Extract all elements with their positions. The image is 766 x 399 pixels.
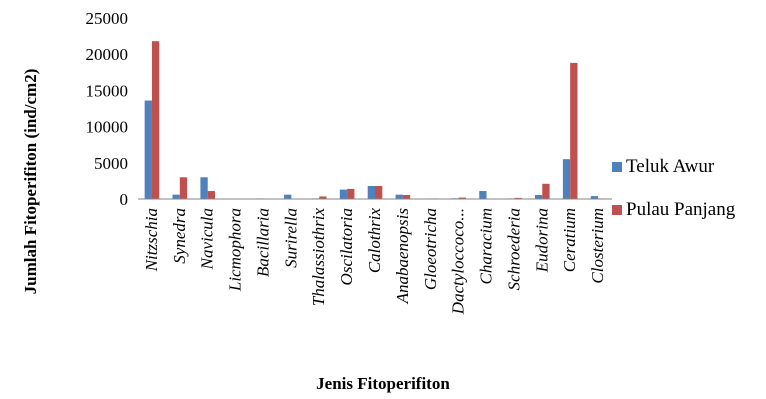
category-label: Calothrix — [365, 208, 384, 274]
bar-teluk-awur — [534, 195, 543, 199]
bar-pulau-panjang — [179, 177, 188, 199]
y-tick-label: 0 — [120, 190, 129, 209]
category-label: Synedra — [170, 208, 189, 264]
category-label: Thalassiothrix — [309, 208, 328, 307]
y-axis-title-group: Jumlah Fitoperifiton (ind/cm2) — [21, 69, 40, 295]
bar-teluk-awur — [562, 159, 571, 199]
bar-pulau-panjang — [375, 185, 383, 199]
bar-pulau-panjang — [542, 183, 550, 199]
y-tick-label: 15000 — [86, 81, 129, 100]
category-label: Oscilatoria — [337, 208, 356, 285]
category-label: Closterium — [588, 208, 607, 284]
y-axis-ticks: 0 5000 10000 15000 20000 25000 — [86, 9, 129, 209]
bar-pulau-panjang — [151, 41, 160, 199]
bar-pulau-panjang — [207, 191, 216, 199]
legend-label: Teluk Awur — [626, 156, 715, 177]
bar-pulau-panjang — [570, 62, 578, 199]
y-tick-label: 20000 — [86, 45, 129, 64]
bar-teluk-awur — [200, 177, 208, 199]
y-tick-label: 5000 — [94, 154, 128, 173]
bar-teluk-awur — [367, 185, 375, 199]
bar-teluk-awur — [479, 191, 487, 199]
bar-teluk-awur — [144, 100, 152, 199]
category-label: Eudorina — [532, 208, 551, 273]
category-label: Ceratium — [560, 208, 579, 272]
bar-teluk-awur — [339, 189, 348, 199]
category-label: Navicula — [198, 208, 217, 270]
legend-swatch — [612, 205, 622, 215]
y-tick-label: 10000 — [86, 118, 129, 137]
bar-teluk-awur — [590, 196, 599, 199]
category-labels: Nitzschia Synedra Navicula Licmophora Bacill… — [142, 208, 607, 316]
category-label: Gloeotricha — [421, 208, 440, 290]
bar-teluk-awur — [395, 194, 403, 199]
legend-label: Pulau Panjang — [626, 199, 736, 220]
y-tick-label: 25000 — [86, 9, 129, 28]
bar-pulau-panjang — [514, 197, 522, 199]
category-label: Dactyloccoco... — [449, 208, 468, 315]
bar-teluk-awur — [284, 194, 292, 199]
x-axis-title: Jenis Fitoperifiton — [316, 374, 450, 393]
bar-pulau-panjang — [347, 188, 355, 199]
category-label: Schroederia — [504, 208, 523, 290]
category-label: Licmophora — [226, 208, 245, 292]
legend: Teluk Awur Pulau Panjang — [612, 156, 736, 220]
bar-pulau-panjang — [402, 195, 411, 199]
category-label: Anabaenopsis — [393, 208, 412, 305]
bar-pulau-panjang — [319, 196, 327, 199]
bar-pulau-panjang — [458, 197, 466, 199]
category-label: Surirella — [281, 208, 300, 268]
category-label: Characium — [477, 208, 496, 285]
y-axis-title: Jumlah Fitoperifiton (ind/cm2) — [21, 69, 40, 295]
bars — [144, 41, 606, 200]
legend-swatch — [612, 162, 622, 172]
category-label: Nitzschia — [142, 208, 161, 272]
bar-teluk-awur — [172, 194, 180, 199]
category-label: Bacillaria — [253, 208, 272, 277]
